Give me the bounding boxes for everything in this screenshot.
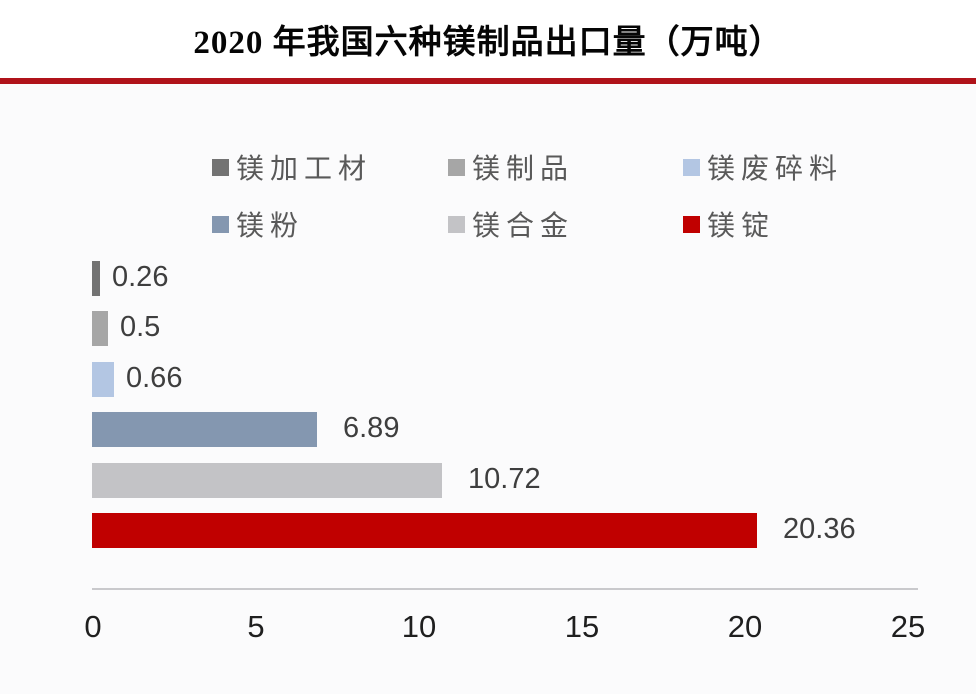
bar-value-label: 10.72 <box>468 462 541 495</box>
bar-value-label: 20.36 <box>783 512 856 545</box>
bar-mg-powder <box>92 412 317 447</box>
bar-value-label: 0.26 <box>112 260 169 293</box>
legend-swatch <box>448 215 465 233</box>
x-tick-label: 0 <box>84 609 102 644</box>
x-tick-label: 20 <box>727 609 763 644</box>
bar-row: 20.36 <box>0 513 976 548</box>
legend-swatch <box>212 158 229 176</box>
x-tick-label: 25 <box>890 609 926 644</box>
bar-value-label: 0.5 <box>120 310 161 343</box>
x-tick-label: 5 <box>247 609 265 644</box>
legend-label: 镁废碎料 <box>707 154 844 185</box>
legend-label: 镁加工材 <box>236 154 373 185</box>
legend-label: 镁制品 <box>472 154 575 185</box>
legend-label: 镁粉 <box>236 211 305 242</box>
title-divider-line <box>0 78 976 84</box>
legend-item-mg-powder: 镁粉 <box>212 209 304 242</box>
legend-swatch <box>448 158 465 176</box>
legend-item-mg-ingot: 镁锭 <box>683 209 775 242</box>
legend-label: 镁锭 <box>707 211 776 242</box>
legend-item-mg-processed: 镁加工材 <box>212 152 372 185</box>
bar-row: 0.5 <box>0 311 976 346</box>
bar-value-label: 0.66 <box>126 361 183 394</box>
bar-mg-processed <box>92 261 100 296</box>
bar-mg-ingot <box>92 513 757 548</box>
bar-row: 10.72 <box>0 463 976 498</box>
bar-row: 0.66 <box>0 362 976 397</box>
bar-row: 0.26 <box>0 261 976 296</box>
title-bar: 2020 年我国六种镁制品出口量（万吨） <box>0 0 976 78</box>
bar-value-label: 6.89 <box>343 411 400 444</box>
plot-area: 0.26 0.5 0.66 6.89 10.72 20.36 0 5 10 15… <box>0 84 976 694</box>
x-tick-label: 10 <box>401 609 437 644</box>
legend-swatch <box>212 215 229 233</box>
chart-title: 2020 年我国六种镁制品出口量（万吨） <box>193 25 783 61</box>
bar-mg-products <box>92 311 108 346</box>
x-axis-line <box>92 588 918 590</box>
x-tick-label: 15 <box>564 609 600 644</box>
legend-swatch <box>683 215 700 233</box>
legend-swatch <box>683 158 700 176</box>
bar-mg-alloy <box>92 463 442 498</box>
legend-item-mg-alloy: 镁合金 <box>448 209 574 242</box>
legend-label: 镁合金 <box>472 211 575 242</box>
bar-mg-scrap <box>92 362 114 397</box>
bar-row: 6.89 <box>0 412 976 447</box>
legend-item-mg-products: 镁制品 <box>448 152 574 185</box>
legend-item-mg-scrap: 镁废碎料 <box>683 152 843 185</box>
